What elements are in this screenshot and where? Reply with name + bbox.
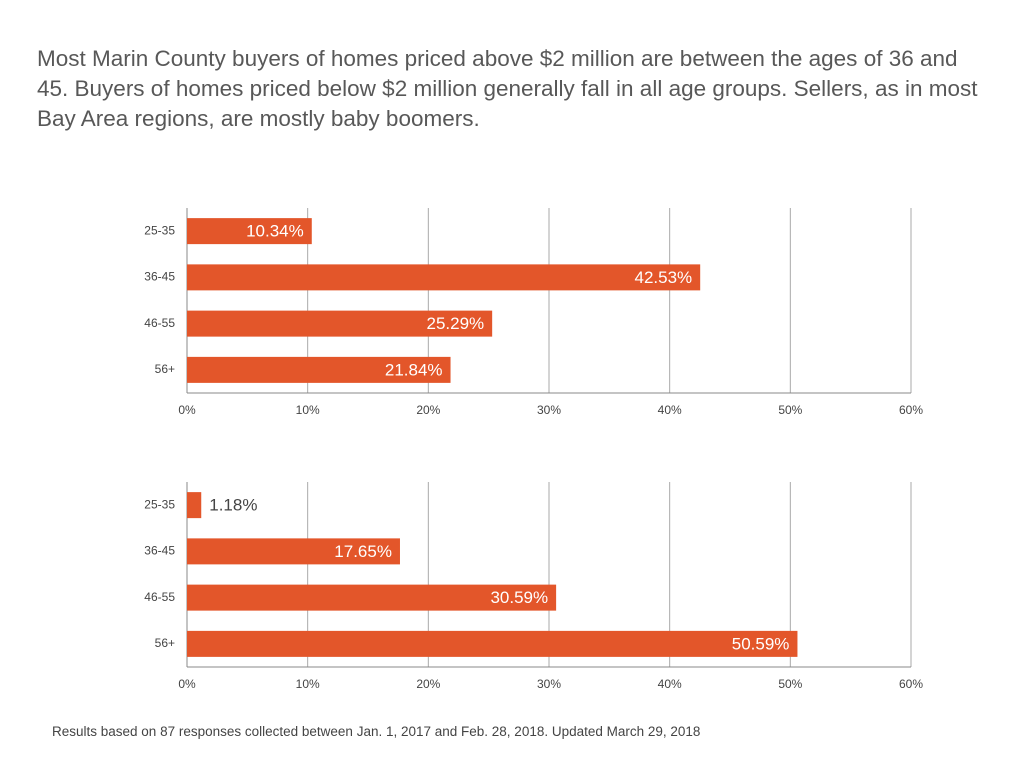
x-tick-label: 50% xyxy=(778,677,802,691)
y-tick-label: 36-45 xyxy=(144,544,175,558)
bar xyxy=(187,630,798,657)
x-tick-label: 60% xyxy=(899,677,923,691)
x-tick-label: 10% xyxy=(296,403,320,417)
data-label: 10.34% xyxy=(246,222,304,241)
y-tick-label: 56+ xyxy=(155,362,175,376)
data-label: 42.53% xyxy=(635,268,693,287)
bar xyxy=(187,356,451,383)
y-tick-label: 46-55 xyxy=(144,590,175,604)
footnote: Results based on 87 responses collected … xyxy=(52,724,701,739)
headline: Most Marin County buyers of homes priced… xyxy=(37,46,978,131)
bar xyxy=(187,310,493,337)
bar xyxy=(187,584,557,611)
y-tick-label: 56+ xyxy=(155,636,175,650)
data-label: 25.29% xyxy=(426,314,484,333)
x-tick-label: 40% xyxy=(658,403,682,417)
data-label: 1.18% xyxy=(209,496,257,515)
bar xyxy=(187,218,312,245)
y-tick-label: 46-55 xyxy=(144,316,175,330)
data-label: 17.65% xyxy=(334,542,392,561)
bar xyxy=(187,264,701,291)
bar xyxy=(187,538,400,565)
y-tick-label: 25-35 xyxy=(144,223,175,237)
x-tick-label: 30% xyxy=(537,403,561,417)
y-tick-label: 25-35 xyxy=(144,497,175,511)
x-tick-label: 10% xyxy=(296,677,320,691)
bar xyxy=(187,492,202,519)
x-tick-label: 0% xyxy=(178,677,196,691)
x-tick-label: 20% xyxy=(416,677,440,691)
y-tick-label: 36-45 xyxy=(144,270,175,284)
x-tick-label: 20% xyxy=(416,403,440,417)
data-label: 30.59% xyxy=(490,588,548,607)
x-tick-label: 0% xyxy=(178,403,196,417)
x-tick-label: 60% xyxy=(899,403,923,417)
data-label: 21.84% xyxy=(385,360,443,379)
x-tick-label: 50% xyxy=(778,403,802,417)
x-tick-label: 40% xyxy=(658,677,682,691)
x-tick-label: 30% xyxy=(537,677,561,691)
data-label: 50.59% xyxy=(732,634,790,653)
